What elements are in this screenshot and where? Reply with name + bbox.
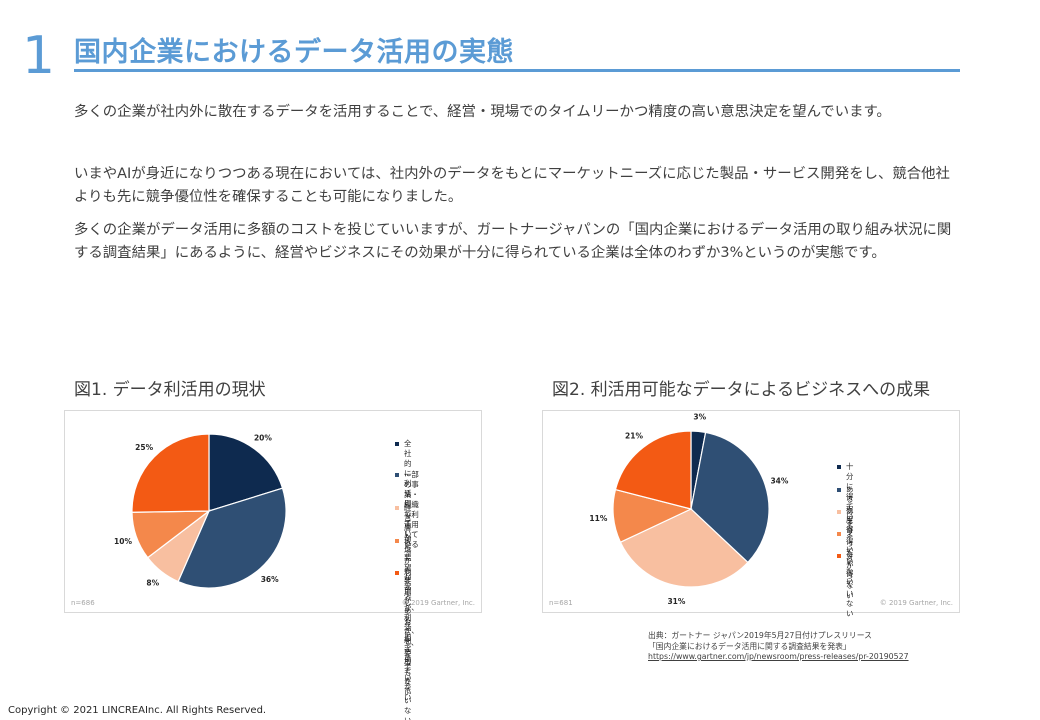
figure-2-panel: 3% 34% 31% 11% 21% 十分に得ている ある程度得ている あまり得ていない…: [542, 410, 960, 618]
pie-data-label: 31%: [667, 597, 685, 606]
legend-label: 分からない: [846, 551, 854, 600]
legend-swatch: [837, 532, 841, 536]
paragraph-1: 多くの企業が社内外に散在するデータを活用することで、経営・現場でのタイムリーかつ…: [74, 104, 891, 120]
figure-2-pie-chart: 3% 34% 31% 11% 21%: [589, 412, 788, 606]
figure-2-title: 図2. 利活用可能なデータによるビジネスへの成果: [552, 380, 931, 400]
legend-swatch: [837, 554, 841, 558]
legend-label: 一部の事業・組織で利活用している: [404, 470, 419, 549]
legend-swatch: [395, 506, 399, 510]
source-link[interactable]: https://www.gartner.com/jp/newsroom/pres…: [648, 652, 909, 661]
legend-label: 利活用しておらず、要望もない: [404, 568, 419, 697]
pie-data-label: 3%: [693, 412, 706, 421]
pie-data-label: 34%: [770, 476, 788, 485]
legend-label: あまり得ていない: [846, 507, 854, 586]
pie-data-label: 8%: [146, 579, 159, 588]
paragraph-2: いまやAIが身近になりつつある現在においては、社内外のデータをもとにマーケットニ…: [74, 166, 950, 205]
pie-slice: [131, 433, 210, 513]
page-title: 国内企業におけるデータ活用の実態: [74, 37, 514, 68]
legend-swatch: [395, 442, 399, 446]
legend-swatch: [395, 539, 399, 543]
pie-data-label: 25%: [135, 443, 153, 452]
legend-swatch: [837, 510, 841, 514]
legend-label: 全社的に利活用している: [404, 439, 412, 548]
source-line-2: 「国内企業におけるデータ活用に関する調査結果を発表」: [648, 641, 851, 651]
figure-1-title: 図1. データ利活用の現状: [74, 380, 266, 400]
pie-data-label: 21%: [625, 432, 643, 441]
legend-swatch: [837, 465, 841, 469]
legend-swatch: [837, 488, 841, 492]
legend-label: 現場から要望があるが、 利活用できていない: [404, 536, 419, 720]
figure-1-credit: © 2019 Gartner, Inc.: [401, 599, 475, 607]
title-underline: [74, 69, 960, 72]
paragraph-3: 多くの企業がデータ活用に多額のコストを投じていいますが、ガートナージャパンの「国…: [74, 222, 952, 261]
figure-2-sample-size: n=681: [549, 599, 573, 607]
legend-label: 経営層から要望があるが、 利活用できていない: [404, 503, 419, 702]
figure-2-credit: © 2019 Gartner, Inc.: [879, 599, 953, 607]
legend-label: ある程度得ている: [846, 485, 854, 564]
figure-1-pie-chart: 20% 36% 8% 10% 25%: [114, 433, 287, 589]
pie-slice: [690, 431, 770, 564]
pie-slice: [619, 508, 749, 588]
legend-swatch: [395, 473, 399, 477]
source-citation: 出典：ガートナー ジャパン2019年5月27日付けプレスリリース 「国内企業にお…: [648, 631, 909, 663]
pie-slice: [614, 430, 692, 510]
figure-1-sample-size: n=686: [71, 599, 95, 607]
pie-data-label: 20%: [254, 434, 272, 443]
legend-label: まったく得ていない: [846, 529, 854, 618]
legend-swatch: [395, 571, 399, 575]
source-line-1: 出典：ガートナー ジャパン2019年5月27日付けプレスリリース: [648, 631, 872, 640]
pie-data-label: 11%: [589, 514, 607, 523]
pie-data-label: 10%: [114, 537, 132, 546]
figure-1-panel: 20% 36% 8% 10% 25% 全社的に利活用している 一部の事業・組織で利活用し…: [64, 410, 482, 720]
pie-slice: [208, 433, 284, 512]
copyright: Copyright © 2021 LINCREAInc. All Rights …: [8, 705, 267, 716]
legend-label: 十分に得ている: [846, 462, 854, 531]
pie-slice: [177, 487, 287, 589]
section-number: 1: [22, 26, 56, 86]
pie-data-label: 36%: [261, 575, 279, 584]
